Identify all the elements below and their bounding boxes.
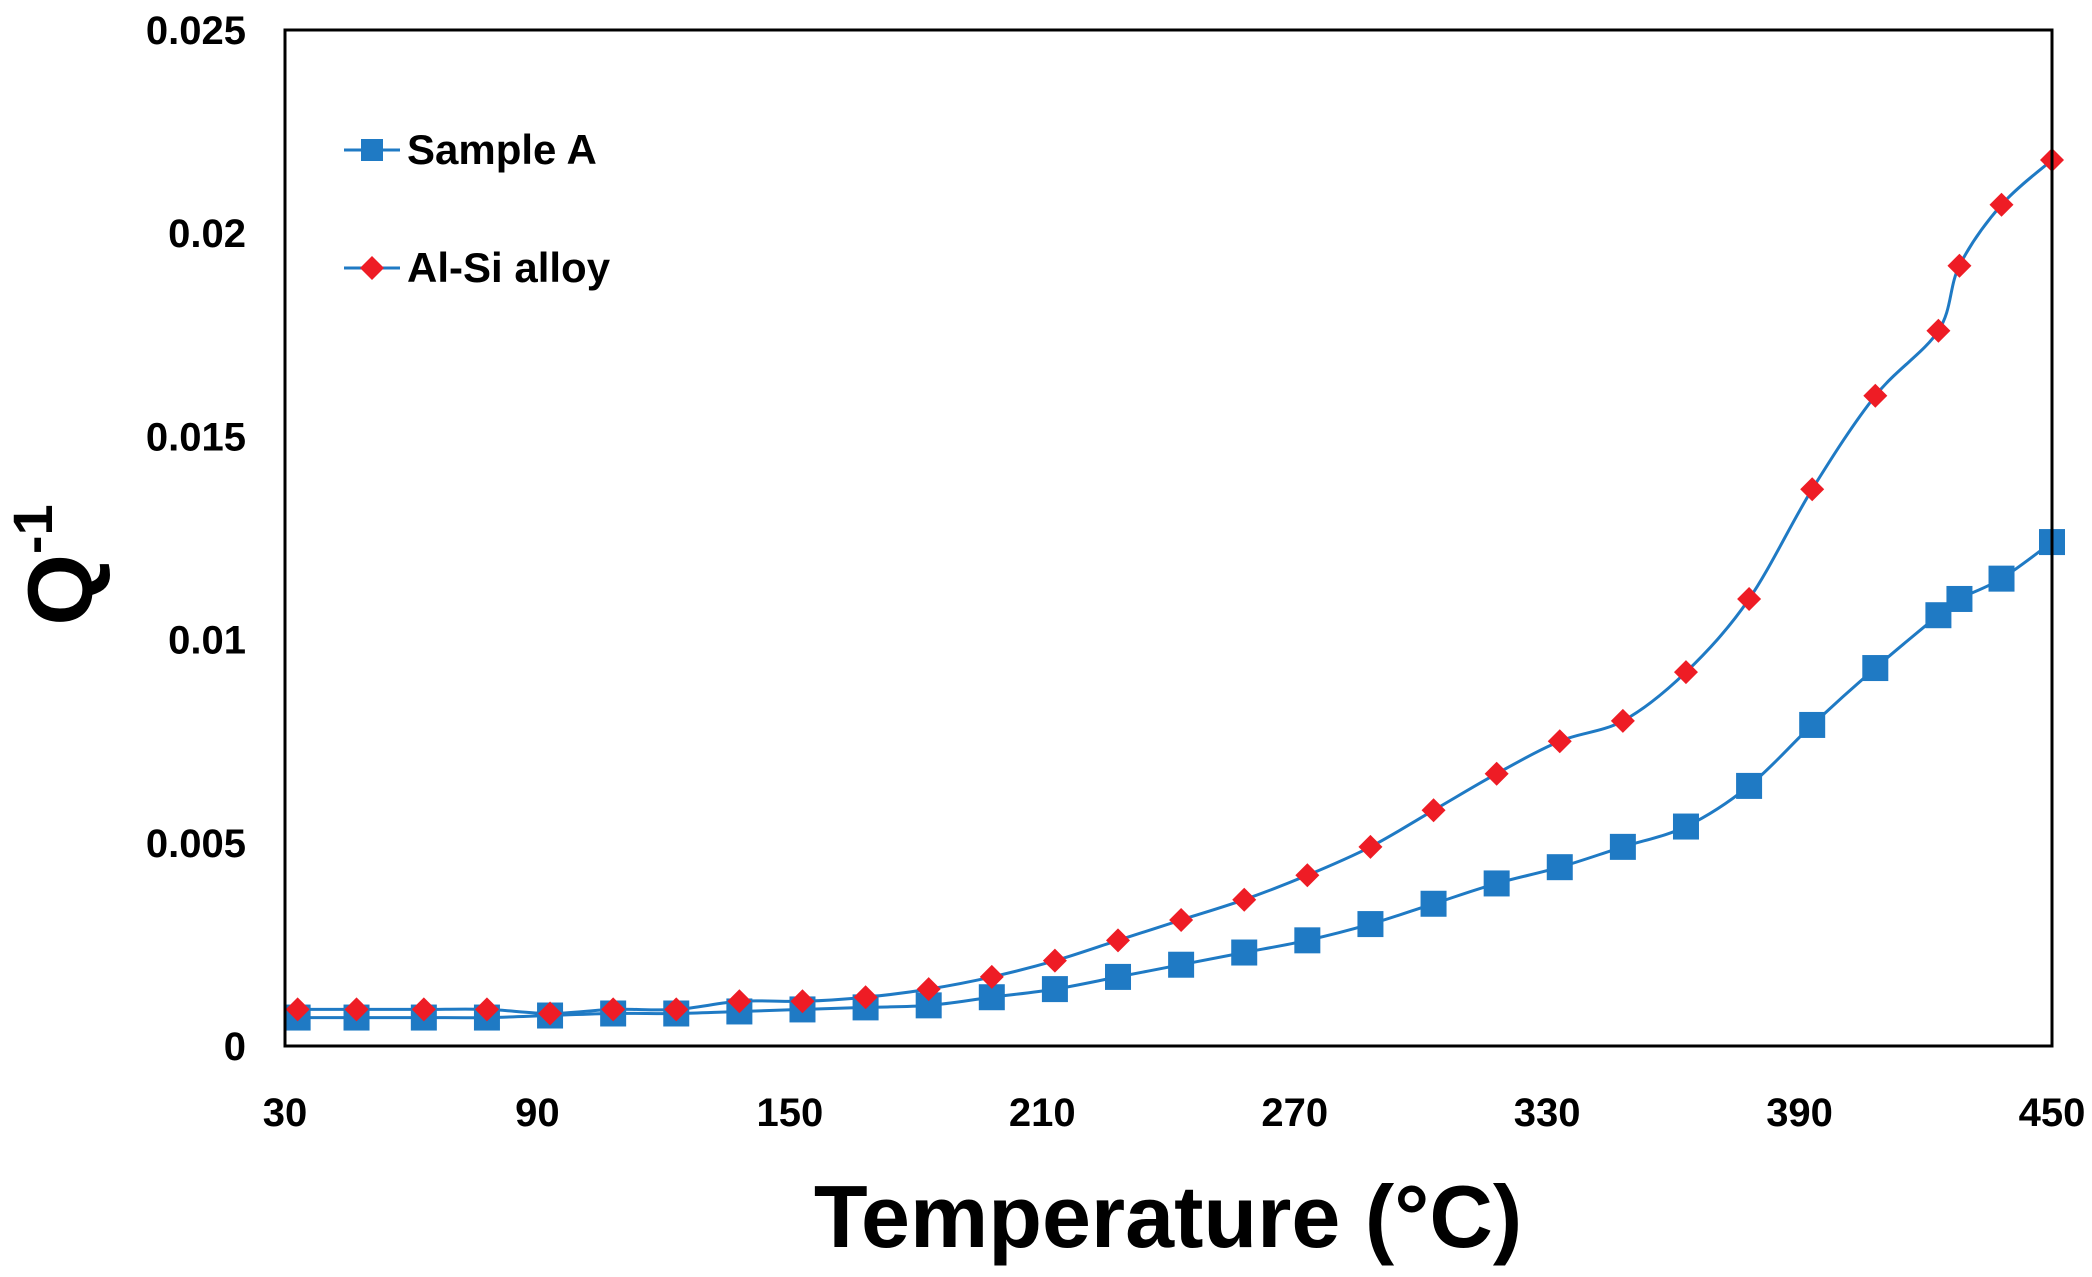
data-point-sample-a [1357, 911, 1384, 938]
data-point-al-si-alloy [664, 997, 689, 1022]
data-point-sample-a [1862, 655, 1889, 682]
data-point-al-si-alloy [1042, 948, 1067, 973]
data-point-sample-a [1483, 870, 1510, 897]
legend-marker-al-si-alloy [360, 256, 384, 280]
data-point-al-si-alloy [916, 977, 941, 1002]
x-tick-label: 330 [1514, 1091, 1581, 1135]
y-axis-ticks: 0 0.005 0.01 0.015 0.02 0.025 [146, 9, 246, 1069]
data-point-sample-a [1168, 951, 1195, 978]
x-tick-label: 390 [1766, 1091, 1833, 1135]
data-point-al-si-alloy [853, 985, 878, 1010]
data-point-al-si-alloy [727, 989, 752, 1014]
data-point-al-si-alloy [411, 997, 436, 1022]
x-tick-label: 270 [1261, 1091, 1328, 1135]
data-point-al-si-alloy [601, 997, 626, 1022]
data-point-sample-a [1420, 890, 1447, 917]
x-tick-label: 210 [1009, 1091, 1076, 1135]
y-tick-label: 0.025 [146, 9, 246, 53]
y-tick-label: 0 [224, 1025, 246, 1069]
data-point-al-si-alloy [1484, 761, 1509, 786]
data-point-sample-a [1041, 976, 1068, 1003]
data-point-sample-a [1231, 939, 1258, 966]
y-tick-label: 0.02 [168, 212, 246, 256]
data-point-al-si-alloy [979, 964, 1004, 989]
x-tick-label: 150 [756, 1091, 823, 1135]
data-point-al-si-alloy [1295, 863, 1320, 888]
data-point-al-si-alloy [474, 997, 499, 1022]
x-tick-label: 30 [263, 1091, 308, 1135]
data-point-sample-a [1609, 833, 1636, 860]
data-point-al-si-alloy [285, 997, 310, 1022]
legend-entry-sample-a: Sample A [344, 126, 597, 173]
legend: Sample A Al-Si alloy [344, 126, 611, 291]
y-axis-title: Q-1 [1, 504, 112, 625]
series-layer [284, 148, 2065, 1031]
data-point-sample-a [1105, 963, 1132, 990]
y-tick-label: 0.01 [168, 619, 246, 663]
y-tick-label: 0.015 [146, 415, 246, 459]
data-point-sample-a [1988, 565, 2015, 592]
data-point-al-si-alloy [1232, 887, 1257, 912]
data-point-sample-a [1546, 854, 1573, 881]
data-point-sample-a [1946, 585, 1973, 612]
data-point-al-si-alloy [790, 989, 815, 1014]
data-point-sample-a [1294, 927, 1321, 954]
y-axis-title-base: Q [10, 554, 112, 626]
data-point-al-si-alloy [1610, 708, 1635, 733]
x-axis-title: Temperature (°C) [814, 1167, 1522, 1266]
data-point-al-si-alloy [1926, 318, 1951, 343]
legend-marker-sample-a [361, 139, 383, 161]
svg-text:Q-1: Q-1 [1, 504, 112, 625]
y-tick-label: 0.005 [146, 822, 246, 866]
data-point-sample-a [1799, 711, 1826, 738]
plot-area-frame [283, 28, 2054, 1048]
data-point-al-si-alloy [1947, 253, 1972, 278]
data-point-sample-a [1672, 813, 1699, 840]
x-tick-label: 90 [515, 1091, 560, 1135]
data-point-al-si-alloy [1737, 586, 1762, 611]
x-axis-ticks: 30 90 150 210 270 330 390 450 [263, 1091, 2086, 1135]
legend-entry-al-si-alloy: Al-Si alloy [344, 244, 611, 291]
x-tick-label: 450 [2019, 1091, 2086, 1135]
data-point-sample-a [1736, 772, 1763, 799]
data-point-al-si-alloy [1358, 834, 1383, 859]
data-point-al-si-alloy [538, 1001, 563, 1026]
data-point-al-si-alloy [1989, 192, 2014, 217]
series-al-si-alloy [285, 148, 2064, 1026]
legend-label-sample-a: Sample A [407, 126, 597, 173]
data-point-al-si-alloy [1673, 660, 1698, 685]
y-axis-title-superscript: -1 [1, 504, 64, 554]
data-point-al-si-alloy [1169, 908, 1194, 933]
legend-label-al-si-alloy: Al-Si alloy [407, 244, 611, 291]
data-point-al-si-alloy [1106, 928, 1131, 953]
data-point-al-si-alloy [1800, 477, 1825, 502]
data-point-al-si-alloy [1547, 729, 1572, 754]
data-point-al-si-alloy [1421, 798, 1446, 823]
data-point-al-si-alloy [1863, 383, 1888, 408]
data-point-al-si-alloy [344, 997, 369, 1022]
